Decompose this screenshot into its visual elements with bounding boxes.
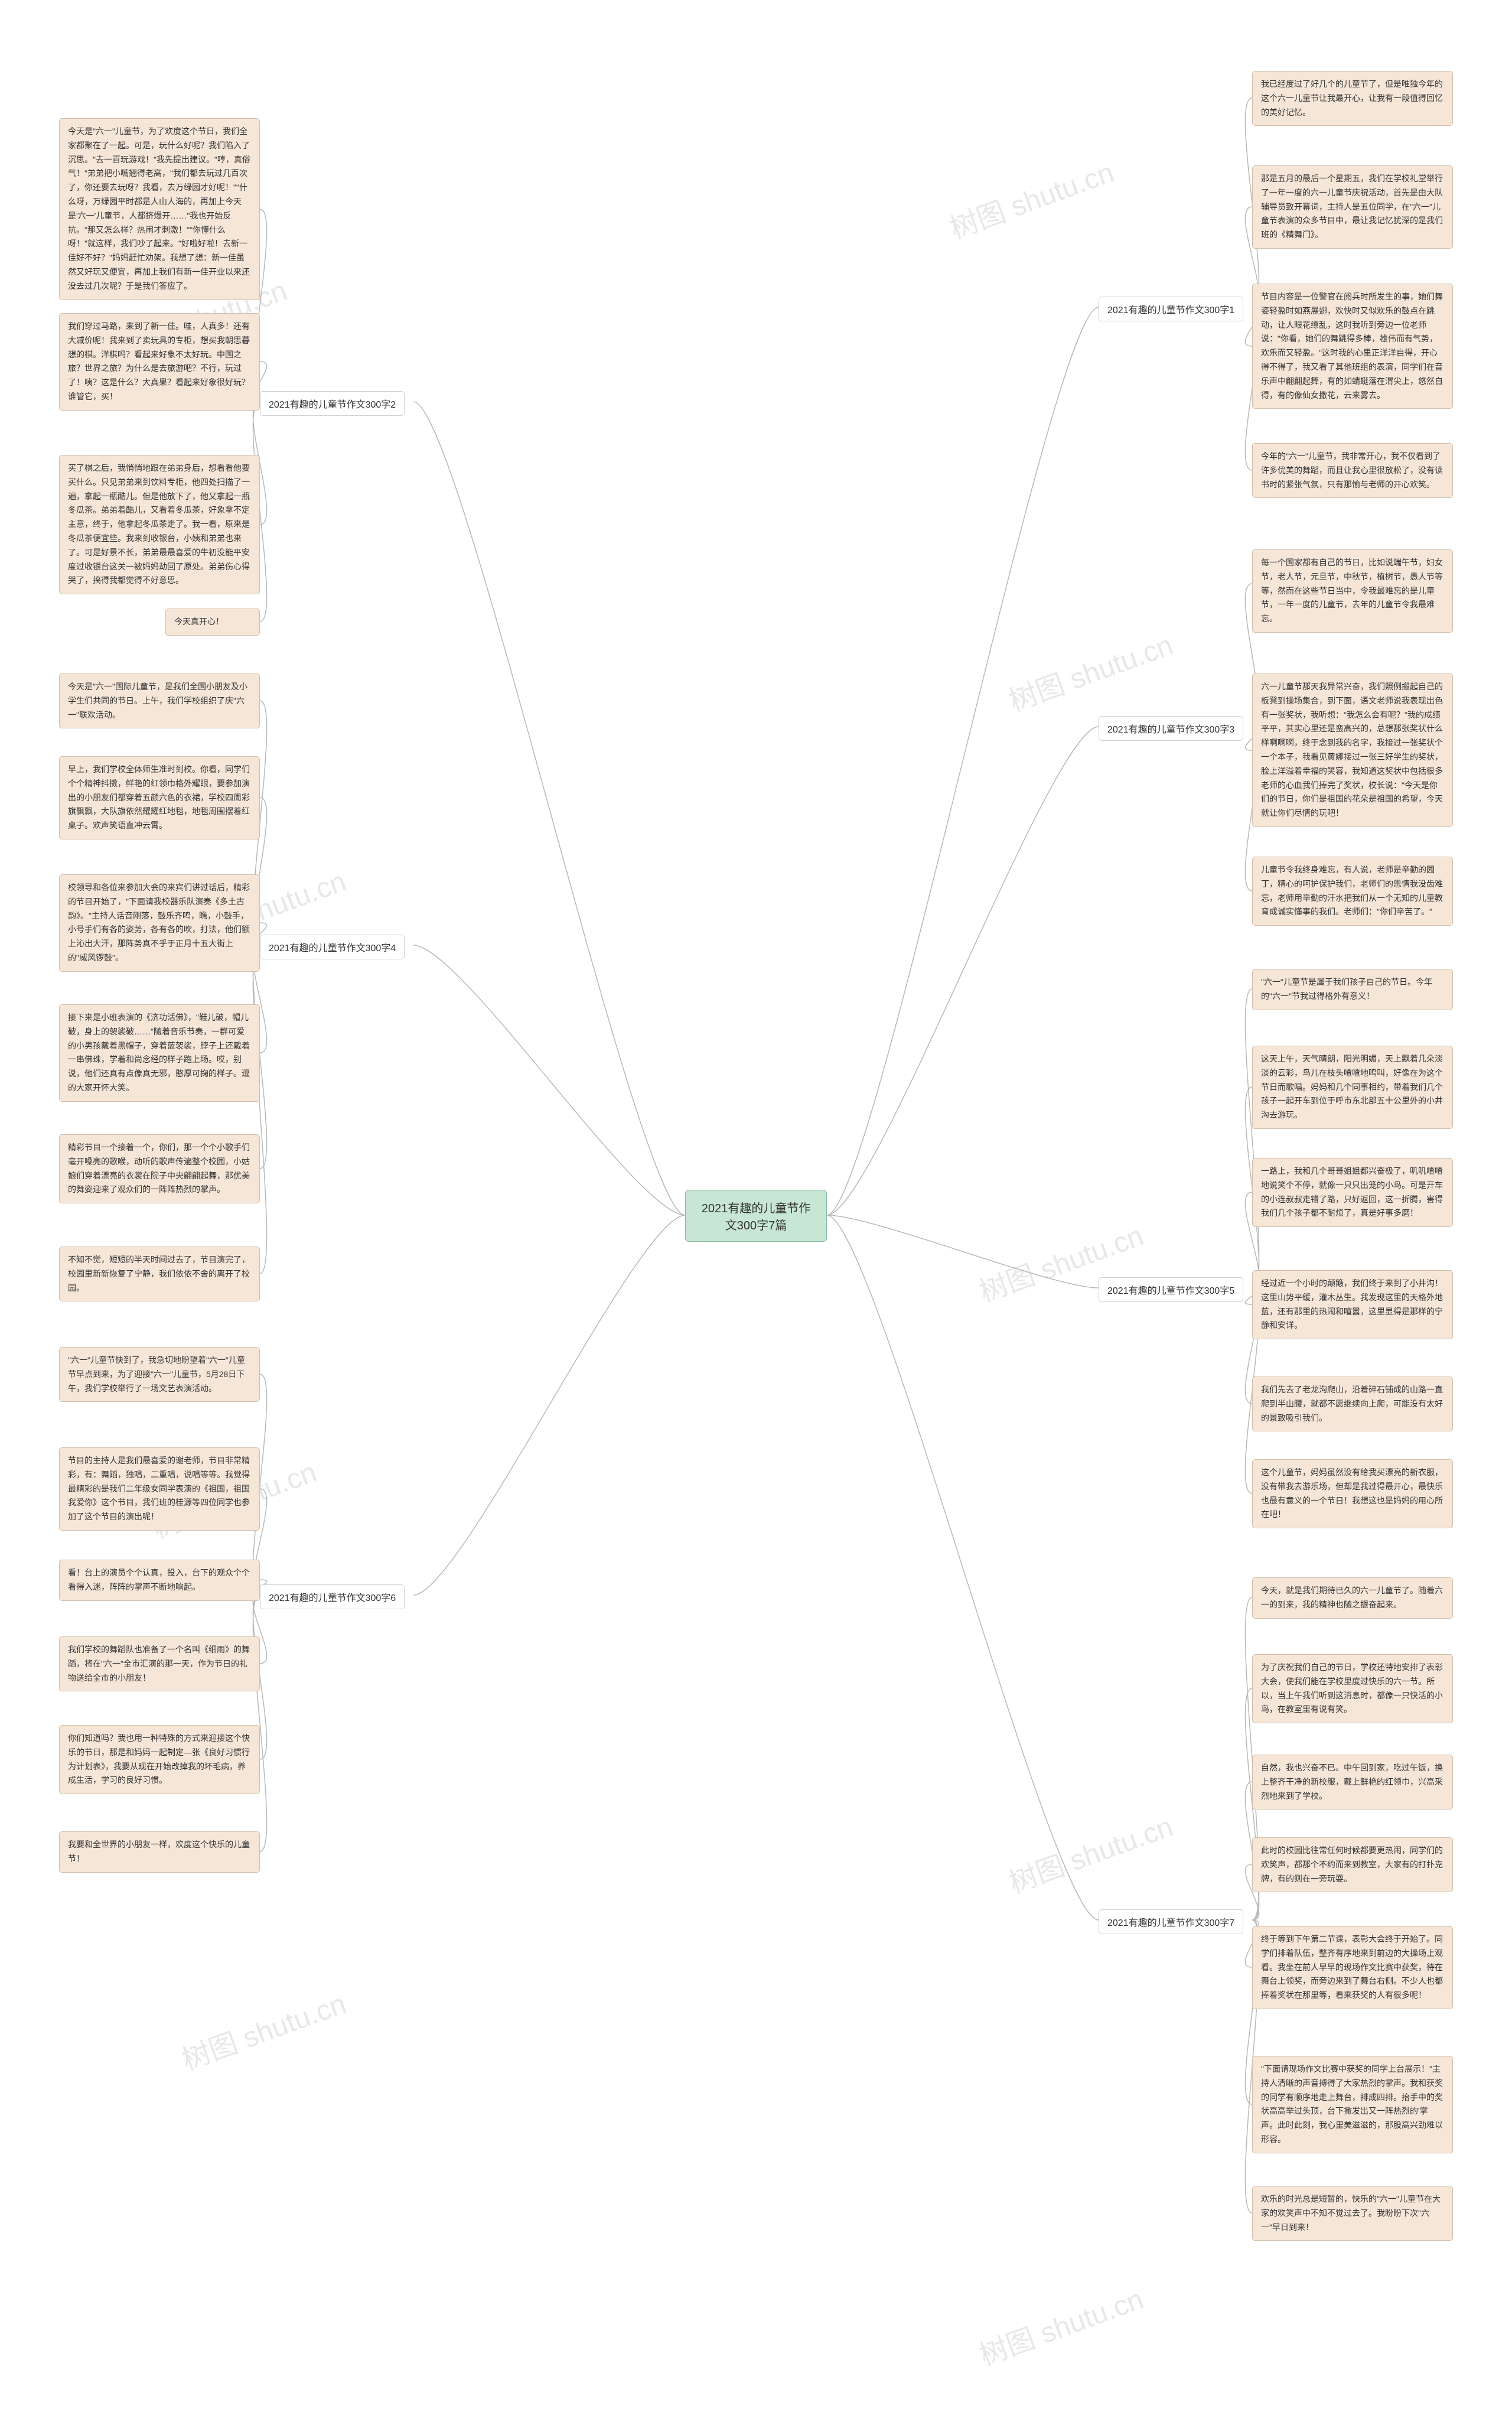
branch-node: 2021有趣的儿童节作文300字6: [260, 1584, 405, 1609]
branch-node: 2021有趣的儿童节作文300字4: [260, 935, 405, 959]
leaf-node: 接下来是小班表演的《济功活佛》，"鞋儿破，帽儿破，身上的袈裟破……"随着音乐节奏…: [59, 1004, 260, 1102]
branch-node: 2021有趣的儿童节作文300字2: [260, 391, 405, 416]
leaf-node: 我们先去了老龙沟爬山，沿着碎石铺成的山路一直爬到半山腰，就都不愿继续向上爬，可能…: [1252, 1376, 1453, 1431]
leaf-node: "下面请现场作文比赛中获奖的同学上台展示！"主持人清晰的声音搏得了大家热烈的掌声…: [1252, 2056, 1453, 2153]
leaf-node: "六一"儿童节是属于我们孩子自己的节日。今年的"六一"节我过得格外有意义！: [1252, 969, 1453, 1010]
leaf-node: 我们学校的舞蹈队也准备了一个名叫《细雨》的舞蹈，将在"六一"全市汇演的那一天，作…: [59, 1636, 260, 1691]
leaf-node: 今天真开心！: [165, 608, 260, 636]
leaf-node: 一路上，我和几个哥哥姐姐都兴奋极了，叽叽喳喳地说笑个不停，就像一只只出笼的小鸟。…: [1252, 1158, 1453, 1227]
leaf-node: 终于等到下午第二节课，表彰大会终于开始了。同学们排着队伍，整齐有序地来到前边的大…: [1252, 1926, 1453, 2009]
leaf-node: 自然，我也兴奋不已。中午回到家，吃过午饭，换上整齐干净的新校服，戴上鲜艳的红领巾…: [1252, 1755, 1453, 1810]
leaf-node: 此时的校园比往常任何时候都要更热闹，同学们的欢笑声，都那个不约而来到教室，大家有…: [1252, 1837, 1453, 1892]
leaf-node: 节目内容是一位警官在阅兵时所发生的事，她们舞姿轻盈时如燕展翅，欢快时又似欢乐的鼓…: [1252, 284, 1453, 409]
leaf-node: 今天是"六一"儿童节，为了欢度这个节日，我们全家都聚在了一起。可是，玩什么好呢？…: [59, 118, 260, 300]
leaf-node: 早上，我们学校全体师生准时到校。你看，同学们个个精神抖擞，鲜艳的红领巾格外耀眼，…: [59, 756, 260, 839]
leaf-node: 我已经度过了好几个的儿童节了，但是唯独今年的这个六一儿童节让我最开心，让我有一段…: [1252, 71, 1453, 126]
leaf-node: 我要和全世界的小朋友一样，欢度这个快乐的儿童节！: [59, 1831, 260, 1873]
leaf-node: 节目的主持人是我们最喜爱的谢老师，节目非常精彩，有：舞蹈，独唱，二重唱，说唱等等…: [59, 1447, 260, 1531]
leaf-node: 欢乐的时光总是短暂的，快乐的"六一"儿童节在大家的欢笑声中不知不觉过去了。我盼盼…: [1252, 2186, 1453, 2241]
leaf-node: 这天上午，天气晴朗，阳光明媚，天上飘着几朵淡淡的云彩，鸟儿在枝头喳喳地鸣叫，好像…: [1252, 1046, 1453, 1129]
leaf-node: "六一"儿童节快到了，我急切地盼望着"六一"儿童节早点到来，为了迎接"六一"儿童…: [59, 1347, 260, 1402]
branch-node: 2021有趣的儿童节作文300字1: [1099, 297, 1243, 321]
leaf-node: 经过近一个小时的颠簸，我们终于来到了小井沟！这里山势平缓，灌木丛生。我发现这里的…: [1252, 1270, 1453, 1339]
leaf-node: 我们穿过马路，来到了新一佳。哇，人真多！还有大减价呢！我来到了卖玩具的专柜，想买…: [59, 313, 260, 411]
center-node: 2021有趣的儿童节作文300字7篇: [685, 1190, 827, 1242]
leaf-node: 今年的"六一"儿童节，我非常开心，我不仅看到了许多优美的舞蹈，而且让我心里很放松…: [1252, 443, 1453, 498]
leaf-node: 不知不觉，短短的半天时间过去了，节目演完了，校园里新新恢复了宁静，我们依依不舍的…: [59, 1247, 260, 1301]
leaf-node: 每一个国家都有自己的节日，比如说端午节，妇女节，老人节，元旦节，中秋节，植树节，…: [1252, 549, 1453, 633]
branch-node: 2021有趣的儿童节作文300字3: [1099, 716, 1243, 741]
leaf-node: 今天，就是我们期待已久的六一儿童节了。随着六一的到来，我的精神也随之振奋起来。: [1252, 1577, 1453, 1619]
leaf-node: 为了庆祝我们自己的节日，学校还特地安排了表彰大会，使我们能在学校里度过快乐的六一…: [1252, 1654, 1453, 1723]
leaf-node: 精彩节目一个接着一个，你们，那一个个小歌手们毫开嗓亮的歌喉，动听的歌声传遍整个校…: [59, 1134, 260, 1203]
branch-node: 2021有趣的儿童节作文300字7: [1099, 1909, 1243, 1934]
leaf-node: 校领导和各位来参加大会的来宾们讲过话后，精彩的节目开始了，"下面请我校器乐队演奏…: [59, 874, 260, 972]
leaf-node: 买了棋之后，我悄悄地跟在弟弟身后，想看看他要买什么。只见弟弟来到饮料专柜，他四处…: [59, 455, 260, 594]
branch-node: 2021有趣的儿童节作文300字5: [1099, 1277, 1243, 1302]
leaf-node: 那是五月的最后一个星期五，我们在学校礼堂举行了一年一度的六一儿童节庆祝活动，首先…: [1252, 165, 1453, 249]
leaf-node: 六一儿童节那天我异常兴奋，我们照例搬起自己的板凳到操场集合，到下面，语文老师说我…: [1252, 673, 1453, 827]
leaf-node: 看！台上的演员个个认真，投入，台下的观众个个看得入迷，阵阵的掌声不断地响起。: [59, 1560, 260, 1601]
leaf-node: 今天是"六一"国际儿童节，是我们全国小朋友及小学生们共同的节日。上午，我们学校组…: [59, 673, 260, 728]
leaf-node: 这个儿童节，妈妈虽然没有给我买漂亮的新衣服，没有带我去游乐场，但却是我过得最开心…: [1252, 1459, 1453, 1528]
leaf-node: 儿童节令我终身难忘，有人说，老师是辛勤的园丁，精心的呵护保护我们，老师们的恩情我…: [1252, 857, 1453, 926]
leaf-node: 你们知道吗？我也用一种特殊的方式来迎接这个快乐的节日，那是和妈妈一起制定—张《良…: [59, 1725, 260, 1794]
